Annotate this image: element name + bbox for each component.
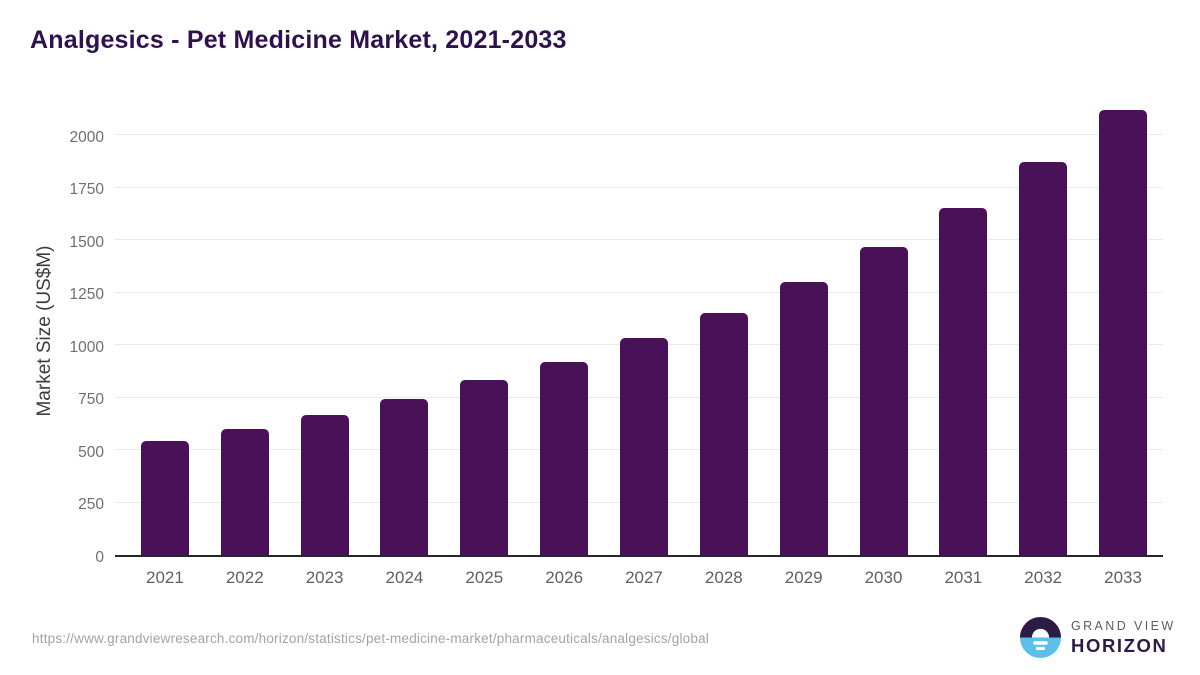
y-axis-tick-label: 1750 — [69, 180, 104, 198]
bar-2030[interactable] — [859, 247, 908, 555]
bar-slot — [604, 105, 684, 555]
y-axis-tick-label: 500 — [78, 443, 104, 461]
x-axis-tick-label: 2033 — [1104, 568, 1142, 587]
logo-text: GRAND VIEW HORIZON — [1071, 620, 1176, 655]
bar-2023[interactable] — [300, 415, 349, 555]
bar-2021[interactable] — [140, 440, 189, 555]
y-axis-tick-label: 1000 — [69, 338, 104, 356]
x-axis-tick-label: 2027 — [625, 568, 663, 587]
plot-area — [115, 105, 1163, 557]
bar-slot — [684, 105, 764, 555]
bar-slot — [844, 105, 924, 555]
logo-grand-view: GRAND VIEW — [1071, 619, 1176, 633]
gridline — [115, 291, 1163, 293]
bar-2032[interactable] — [1019, 162, 1068, 555]
x-axis-tick-labels: 2021 2022 2023 2024 2025 2026 2027 2028 2029 2030… — [115, 568, 1163, 588]
y-axis-tick-label: 0 — [95, 548, 104, 566]
bar-slot — [524, 105, 604, 555]
gridline — [115, 239, 1163, 241]
y-axis-tick-label: 2000 — [69, 128, 104, 146]
bar-2029[interactable] — [779, 282, 828, 555]
bar-2033[interactable] — [1099, 109, 1148, 555]
y-axis-tick-label: 1500 — [69, 233, 104, 251]
source-url: https://www.grandviewresearch.com/horizo… — [32, 631, 709, 646]
bar-2031[interactable] — [939, 207, 988, 555]
bar-slot — [764, 105, 844, 555]
x-axis-tick-label: 2030 — [864, 568, 903, 587]
gridline — [115, 186, 1163, 188]
bar-slot — [1003, 105, 1083, 555]
x-axis-tick-label: 2021 — [146, 568, 184, 587]
y-axis-tick-label: 1250 — [69, 285, 104, 303]
x-axis-tick-label: 2024 — [385, 568, 424, 587]
logo-horizon: HORIZON — [1071, 634, 1168, 656]
x-axis-tick-label: 2026 — [545, 568, 584, 587]
bar-2024[interactable] — [380, 398, 429, 555]
bar-2025[interactable] — [460, 379, 509, 555]
x-axis-tick-label: 2022 — [225, 568, 264, 587]
bar-2022[interactable] — [220, 429, 269, 555]
bar-slot — [365, 105, 445, 555]
bar-2028[interactable] — [699, 312, 748, 555]
bar-slot — [285, 105, 365, 555]
y-axis-tick-labels: 0 250 500 750 1000 1250 1500 1750 2000 — [0, 105, 104, 564]
bar-slot — [444, 105, 524, 555]
bar-slot — [923, 105, 1003, 555]
y-axis-tick-label: 750 — [78, 390, 104, 408]
bar-slot — [1083, 105, 1163, 555]
gridline — [115, 134, 1163, 136]
grand-view-horizon-logo: GRAND VIEW HORIZON — [1019, 616, 1176, 659]
x-axis-tick-label: 2032 — [1024, 568, 1063, 587]
x-axis-tick-label: 2031 — [944, 568, 983, 587]
bar-slot — [205, 105, 285, 555]
x-axis-tick-label: 2029 — [784, 568, 823, 587]
bar-2026[interactable] — [540, 361, 589, 555]
x-axis-tick-label: 2023 — [305, 568, 344, 587]
y-axis-tick-label: 250 — [78, 495, 104, 513]
horizon-sun-icon — [1019, 616, 1062, 659]
bar-series — [115, 105, 1163, 555]
bar-2027[interactable] — [619, 337, 668, 555]
x-axis-tick-label: 2025 — [465, 568, 504, 587]
chart-title: Analgesics - Pet Medicine Market, 2021-2… — [30, 26, 567, 54]
bar-slot — [125, 105, 205, 555]
x-axis-tick-label: 2028 — [704, 568, 743, 587]
